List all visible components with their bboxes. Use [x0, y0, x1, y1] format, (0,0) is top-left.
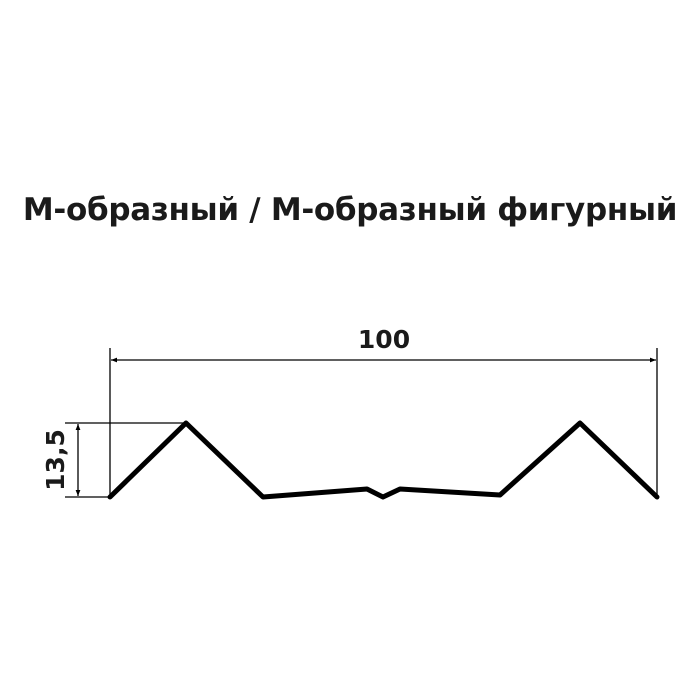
sheet-profile — [107, 420, 660, 500]
diagram-title: М-образный / М-образный фигурный — [22, 192, 678, 228]
height-dimension-label: 13,5 — [41, 429, 70, 491]
width-dimension-label: 100 — [358, 325, 410, 354]
